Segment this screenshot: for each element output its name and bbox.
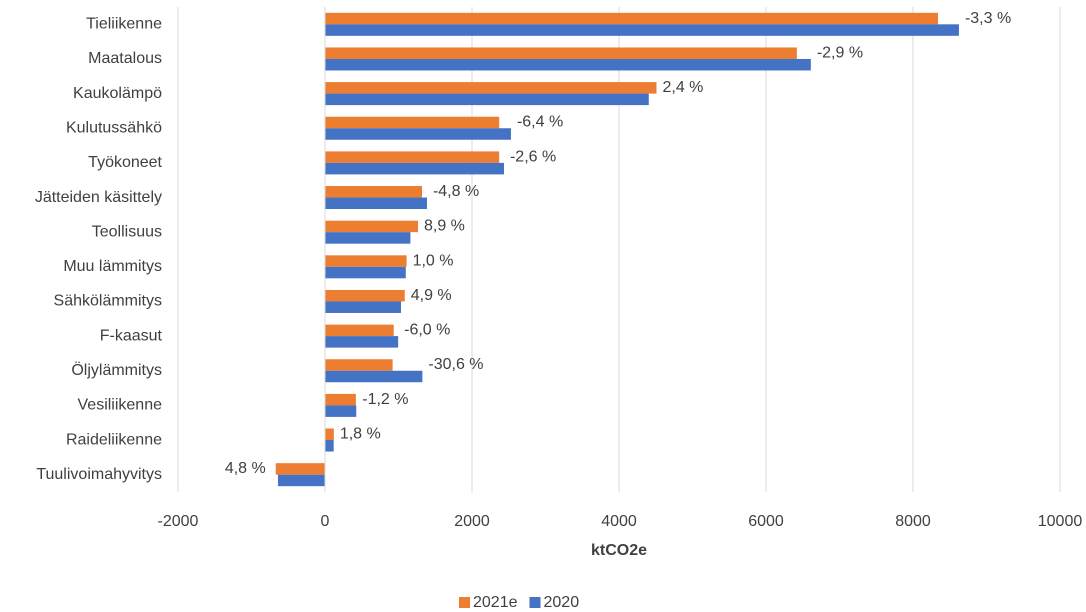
y-tick-label: F-kaasut <box>100 327 163 344</box>
bar <box>325 186 423 198</box>
y-tick-label: Tieliikenne <box>86 16 162 33</box>
data-label: 4,8 % <box>225 460 266 477</box>
bar <box>325 289 405 302</box>
data-label: 1,8 % <box>340 426 381 443</box>
data-label: -2,9 % <box>817 44 863 61</box>
data-label: 1,0 % <box>413 252 454 269</box>
bar <box>325 255 407 267</box>
bar <box>325 128 511 140</box>
bar <box>325 162 504 175</box>
bar <box>277 474 325 487</box>
y-tick-label: Jätteiden käsittely <box>35 189 162 206</box>
bar <box>325 440 334 452</box>
bar <box>325 93 649 106</box>
y-tick-label: Maatalous <box>88 50 162 67</box>
x-tick-label: 2000 <box>454 513 490 530</box>
x-tick-label: 6000 <box>748 513 784 530</box>
bar <box>325 324 394 337</box>
x-tick-label: 10000 <box>1038 513 1083 530</box>
data-label: 8,9 % <box>424 218 465 235</box>
x-axis-label: ktCO2e <box>591 542 647 559</box>
legend-label: 2021e <box>473 594 518 611</box>
x-tick-label: 0 <box>321 513 330 530</box>
legend-swatch <box>459 597 470 608</box>
y-tick-label: Työkoneet <box>88 154 162 171</box>
y-tick-label: Öljylämmitys <box>71 361 162 379</box>
data-label: 2,4 % <box>662 79 703 96</box>
y-tick-label: Teollisuus <box>92 223 162 240</box>
y-tick-label: Kulutussähkö <box>66 119 162 136</box>
data-label: -4,8 % <box>433 183 479 200</box>
data-label: -1,2 % <box>362 391 408 408</box>
bar <box>325 266 406 279</box>
bar <box>325 301 401 313</box>
x-tick-label: -2000 <box>158 513 199 530</box>
bar <box>325 24 959 36</box>
bar <box>325 82 657 94</box>
bar <box>325 151 500 163</box>
data-label: -3,3 % <box>965 10 1011 27</box>
bar <box>325 405 357 417</box>
data-label: -30,6 % <box>428 356 483 373</box>
y-tick-label: Vesiliikenne <box>78 397 163 414</box>
y-tick-label: Sähkölämmitys <box>54 293 162 310</box>
bar <box>325 370 423 383</box>
x-tick-label: 8000 <box>895 513 931 530</box>
data-label: -2,6 % <box>510 148 556 165</box>
bar <box>325 428 334 441</box>
x-tick-label: 4000 <box>601 513 637 530</box>
y-tick-label: Raideliikenne <box>66 431 162 448</box>
y-tick-label: Muu lämmitys <box>63 258 162 275</box>
bar <box>325 116 500 129</box>
bar <box>325 359 393 371</box>
bar <box>275 463 325 475</box>
bar <box>325 232 411 244</box>
bar <box>325 336 399 348</box>
bar <box>325 393 356 406</box>
legend-label: 2020 <box>544 594 580 611</box>
y-tick-label: Tuulivoimahyvitys <box>36 466 162 483</box>
data-label: -6,0 % <box>404 322 450 339</box>
bar <box>325 197 427 210</box>
y-tick-label: Kaukolämpö <box>73 85 162 102</box>
bar <box>325 58 811 71</box>
bar <box>325 12 938 25</box>
bar <box>325 47 797 59</box>
data-label: 4,9 % <box>411 287 452 304</box>
bar <box>325 220 418 233</box>
legend-swatch <box>529 597 541 608</box>
data-label: -6,4 % <box>517 114 563 131</box>
